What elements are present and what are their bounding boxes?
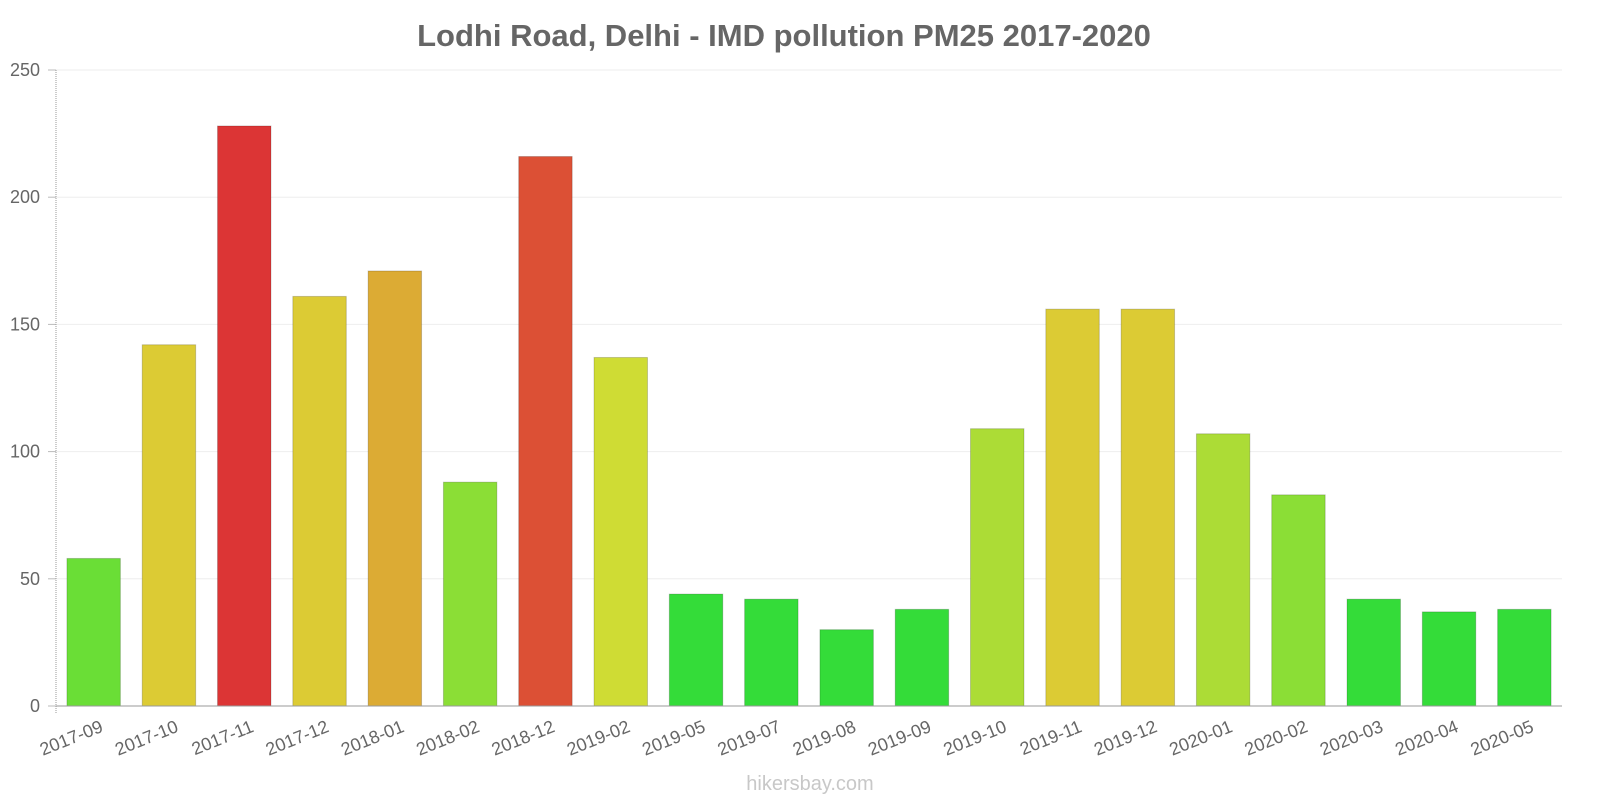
footer-watermark: hikersbay.com [746,773,873,795]
bar-2020-01 [1195,433,1251,707]
bar-2019-09 [894,608,950,707]
bar-2019-05 [668,593,724,707]
x-tick-label: 2020-01 [1166,716,1235,759]
bar-2017-10 [141,344,197,707]
grid-lines [56,69,1562,580]
bar-2020-04 [1421,611,1477,707]
bar-2019-12 [1120,308,1176,707]
x-tick-label: 2019-07 [715,716,784,759]
bar-2017-09 [66,557,121,707]
x-axis-ticks: 2017-09 2017-10 2017-11 2017-12 2018-01 2018-… [37,716,1536,759]
bar-2020-03 [1346,598,1401,707]
y-tick-label: 0 [30,696,40,716]
bar-2020-05 [1497,608,1552,707]
x-tick-label: 2020-03 [1317,716,1386,759]
x-tick-label: 2020-04 [1392,716,1461,759]
x-tick-label: 2020-02 [1242,716,1311,759]
y-axis-ticks: 0 50 100 150 200 250 [10,60,56,716]
bar-2018-12 [518,155,573,707]
x-tick-label: 2020-05 [1468,716,1537,759]
chart-title: Lodhi Road, Delhi - IMD pollution PM25 2… [417,18,1151,53]
bar-2017-11 [217,125,272,707]
x-tick-label: 2017-09 [37,716,106,759]
x-tick-label: 2017-12 [263,716,332,759]
x-tick-label: 2019-10 [940,716,1009,759]
x-tick-label: 2019-02 [564,716,633,759]
bar-2018-02 [442,481,498,707]
bar-2020-02 [1271,494,1326,707]
y-tick-label: 150 [10,314,40,334]
x-tick-label: 2018-02 [413,716,482,759]
x-tick-label: 2019-11 [1017,716,1085,759]
x-tick-label: 2019-12 [1091,716,1160,759]
axes [55,70,1562,714]
bar-2017-12 [292,295,347,707]
y-tick-label: 50 [20,569,40,589]
bar-2019-08 [819,629,874,707]
bar-2019-10 [970,428,1025,707]
x-tick-label: 2019-09 [865,716,934,759]
y-tick-label: 250 [10,60,40,80]
y-tick-label: 200 [10,187,40,207]
x-tick-label: 2017-10 [112,716,181,759]
bar-2018-01 [367,270,423,707]
bar-2019-02 [593,356,648,707]
y-tick-label: 100 [10,442,40,462]
bar-2019-07 [744,598,799,707]
x-tick-label: 2018-12 [489,716,558,759]
x-tick-label: 2017-11 [189,716,257,759]
x-tick-label: 2018-01 [338,716,407,759]
bars [66,125,1552,707]
x-tick-label: 2019-08 [790,716,859,759]
bar-2019-11 [1045,308,1100,707]
x-tick-label: 2019-05 [639,716,708,759]
